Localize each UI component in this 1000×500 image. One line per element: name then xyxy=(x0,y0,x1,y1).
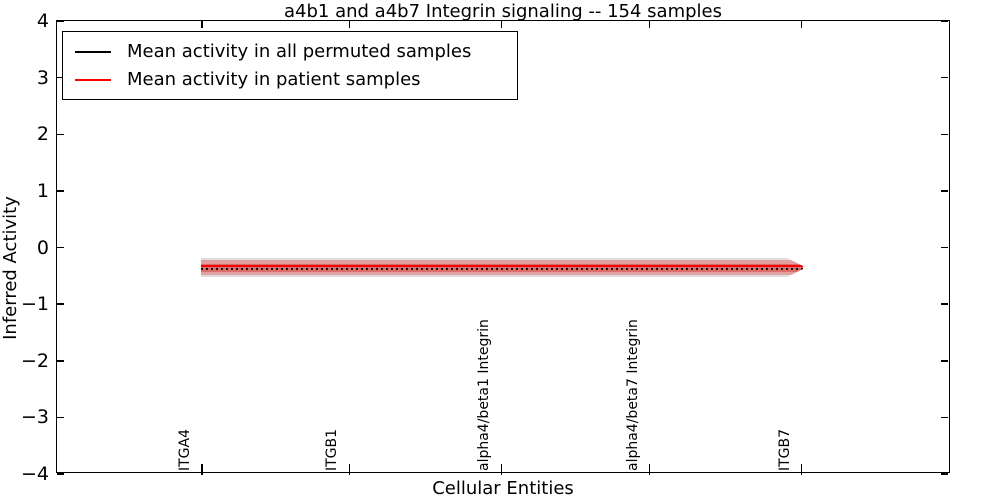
y-tick-label: −1 xyxy=(20,293,49,316)
y-tick-right xyxy=(941,360,948,362)
y-axis-label: Inferred Activity xyxy=(0,196,21,340)
x-tick-bottom-stub xyxy=(348,471,351,475)
legend-box: Mean activity in all permuted samples Me… xyxy=(62,31,518,100)
legend-label: Mean activity in all permuted samples xyxy=(127,41,472,62)
legend-line-sample-black xyxy=(75,50,111,53)
y-tick-label: 2 xyxy=(36,123,49,146)
legend-line-sample-red xyxy=(75,78,111,81)
y-tick-label: −2 xyxy=(20,349,49,372)
x-tick-bottom xyxy=(648,464,651,471)
y-tick-left xyxy=(57,133,64,135)
y-tick-label: 3 xyxy=(36,66,49,89)
y-tick-right xyxy=(941,20,948,22)
y-tick-right xyxy=(941,190,948,192)
x-tick-top xyxy=(348,21,351,28)
plot-area: 4 3 2 1 0 −1 −2 −3 −4 ITGA4 ITGB1 alpha4/beta1 Inte… xyxy=(0,10,950,485)
x-tick-bottom-stub xyxy=(800,471,803,475)
y-tick-right xyxy=(941,416,948,419)
x-tick-bottom-stub xyxy=(201,471,203,475)
x-tick-bottom xyxy=(201,464,203,471)
x-axis-label: Cellular Entities xyxy=(432,478,574,499)
y-tick-label: 1 xyxy=(36,179,49,202)
y-tick-label: 0 xyxy=(36,236,49,259)
y-tick-left xyxy=(57,303,64,305)
y-tick-left xyxy=(57,473,64,475)
x-tick-bottom xyxy=(500,464,503,471)
y-tick-right xyxy=(941,246,948,249)
permuted-mean-line xyxy=(201,268,803,270)
chart-title: a4b1 and a4b7 Integrin signaling -- 154 … xyxy=(284,1,722,22)
x-tick-label: ITGB7 xyxy=(776,428,793,471)
y-tick-label: 4 xyxy=(36,10,49,32)
y-tick-label: −4 xyxy=(20,463,49,485)
x-tick-label: alpha4/beta7 Integrin xyxy=(624,319,641,471)
x-tick-bottom-stub xyxy=(648,471,651,475)
x-tick-bottom xyxy=(348,464,351,471)
x-tick-bottom xyxy=(800,464,803,471)
y-tick-left xyxy=(57,190,64,192)
x-tick-top xyxy=(800,21,803,28)
y-tick-label: −3 xyxy=(20,406,49,429)
y-tick-right xyxy=(941,303,948,305)
y-tick-left xyxy=(57,416,64,419)
patient-mean-line xyxy=(201,265,803,267)
y-tick-left xyxy=(57,76,64,79)
x-tick-label: ITGB1 xyxy=(324,428,341,471)
data-band-group xyxy=(201,258,803,277)
y-tick-left xyxy=(57,20,64,22)
x-tick-top xyxy=(500,21,503,28)
legend-item-patient: Mean activity in patient samples xyxy=(75,69,517,90)
x-tick-label: alpha4/beta1 Integrin xyxy=(476,319,493,471)
x-tick-bottom-stub xyxy=(500,471,503,475)
legend-item-permuted: Mean activity in all permuted samples xyxy=(75,41,517,62)
x-tick-top xyxy=(648,21,651,28)
y-tick-right xyxy=(941,133,948,135)
y-tick-right xyxy=(941,76,948,79)
legend-label: Mean activity in patient samples xyxy=(127,69,421,90)
y-tick-left xyxy=(57,246,64,249)
y-tick-right xyxy=(941,473,948,475)
x-tick-label: ITGA4 xyxy=(176,428,193,471)
y-tick-left xyxy=(57,360,64,362)
x-tick-top xyxy=(201,21,203,28)
